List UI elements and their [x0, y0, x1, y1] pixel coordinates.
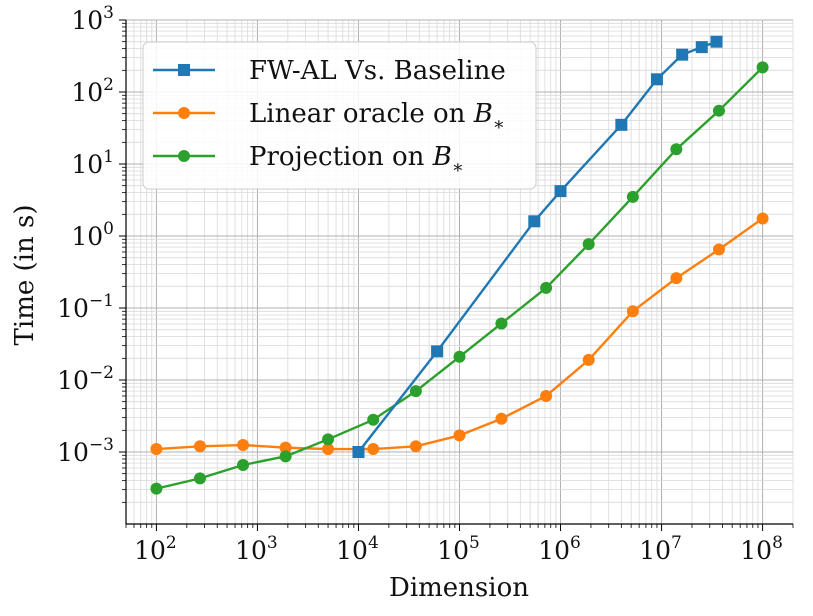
y-tick-label: 10−3 — [57, 435, 114, 467]
x-tick-label: 107 — [639, 533, 682, 565]
data-point — [756, 61, 769, 74]
y-tick-label: 10−2 — [57, 363, 114, 395]
legend-marker — [178, 107, 190, 119]
data-point — [710, 35, 723, 48]
axes: 102 103 104 105 106 107 108 10−3 10−2 10−1 100 101 1… — [57, 3, 794, 565]
data-point — [670, 143, 683, 156]
data-point — [237, 439, 250, 452]
data-point — [279, 441, 292, 454]
series-fw-al-vs-baseline — [352, 35, 723, 458]
data-point — [554, 185, 567, 198]
data-point — [150, 443, 163, 456]
data-point — [626, 190, 639, 203]
data-point — [670, 272, 683, 285]
y-tick-label: 103 — [71, 3, 114, 35]
y-tick-label: 102 — [71, 75, 114, 107]
data-point — [322, 443, 335, 456]
data-point — [756, 212, 769, 225]
legend: FW-AL Vs. Baseline Linear oracle on B∗ Pro… — [142, 41, 537, 190]
data-point — [367, 443, 380, 456]
data-point — [626, 305, 639, 318]
data-point — [367, 413, 380, 426]
data-point — [279, 450, 292, 463]
data-point — [540, 281, 553, 294]
data-point — [540, 389, 553, 402]
legend-entry: Projection on B∗ — [153, 142, 464, 178]
y-tick-label: 10−1 — [57, 291, 114, 323]
data-point — [409, 440, 422, 453]
series-layer — [150, 35, 769, 495]
data-point — [582, 238, 595, 251]
x-tick-label: 104 — [336, 533, 379, 565]
data-point — [582, 353, 595, 366]
data-point — [193, 440, 206, 453]
y-tick-label: 100 — [71, 219, 114, 251]
data-point — [528, 215, 541, 228]
data-point — [712, 104, 725, 117]
x-tick-label: 103 — [235, 533, 278, 565]
data-point — [431, 345, 444, 358]
data-point — [150, 482, 163, 495]
data-point — [322, 433, 335, 446]
y-tick-label: 101 — [71, 147, 114, 179]
x-tick-label: 105 — [437, 533, 480, 565]
data-point — [495, 412, 508, 425]
legend-label: Linear oracle on B∗ — [249, 99, 505, 135]
data-point — [409, 385, 422, 398]
x-tick-label: 102 — [134, 533, 177, 565]
data-point — [352, 446, 365, 458]
data-point — [712, 243, 725, 256]
legend-box — [142, 41, 537, 190]
x-axis-label: Dimension — [389, 573, 529, 603]
legend-label: FW-AL Vs. Baseline — [249, 56, 506, 86]
data-point — [193, 472, 206, 485]
data-point — [650, 73, 663, 86]
y-axis-label: Time (in s) — [10, 205, 40, 346]
x-tick-label: 106 — [538, 533, 581, 565]
data-point — [495, 317, 508, 330]
data-point — [237, 458, 250, 471]
data-point — [615, 118, 628, 131]
data-point — [676, 48, 689, 61]
data-point — [695, 41, 708, 54]
x-tick-label: 108 — [740, 533, 783, 565]
series-linear-oracle-on-b — [150, 212, 769, 456]
legend-entry: Linear oracle on B∗ — [153, 99, 505, 135]
legend-entry: FW-AL Vs. Baseline — [153, 56, 506, 86]
legend-marker — [178, 150, 190, 162]
legend-label: Projection on B∗ — [249, 142, 464, 178]
data-point — [453, 350, 466, 363]
series-projection-on-b — [150, 61, 769, 495]
data-point — [453, 429, 466, 442]
legend-marker — [178, 64, 190, 76]
